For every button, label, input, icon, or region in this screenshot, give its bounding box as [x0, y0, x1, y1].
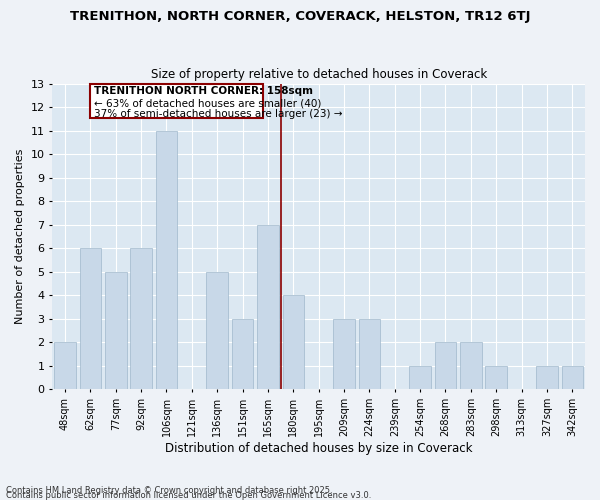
FancyBboxPatch shape	[91, 84, 263, 117]
Bar	[562, 366, 583, 390]
Bar	[206, 272, 228, 390]
Bar	[485, 366, 507, 390]
Bar	[80, 248, 101, 390]
Text: 37% of semi-detached houses are larger (23) →: 37% of semi-detached houses are larger (…	[94, 110, 343, 120]
Text: TRENITHON, NORTH CORNER, COVERACK, HELSTON, TR12 6TJ: TRENITHON, NORTH CORNER, COVERACK, HELST…	[70, 10, 530, 23]
Bar	[105, 272, 127, 390]
Bar	[409, 366, 431, 390]
Bar	[54, 342, 76, 390]
Bar	[232, 319, 253, 390]
Bar	[460, 342, 482, 390]
Text: ← 63% of detached houses are smaller (40): ← 63% of detached houses are smaller (40…	[94, 98, 322, 108]
Bar	[257, 224, 279, 390]
Text: Contains HM Land Registry data © Crown copyright and database right 2025.: Contains HM Land Registry data © Crown c…	[6, 486, 332, 495]
Text: Contains public sector information licensed under the Open Government Licence v3: Contains public sector information licen…	[6, 491, 371, 500]
Bar	[536, 366, 558, 390]
Bar	[130, 248, 152, 390]
Bar	[359, 319, 380, 390]
Bar	[333, 319, 355, 390]
Text: TRENITHON NORTH CORNER: 158sqm: TRENITHON NORTH CORNER: 158sqm	[94, 86, 313, 97]
Bar	[155, 130, 177, 390]
Bar	[435, 342, 456, 390]
Bar	[283, 296, 304, 390]
X-axis label: Distribution of detached houses by size in Coverack: Distribution of detached houses by size …	[165, 442, 472, 455]
Y-axis label: Number of detached properties: Number of detached properties	[15, 149, 25, 324]
Title: Size of property relative to detached houses in Coverack: Size of property relative to detached ho…	[151, 68, 487, 81]
